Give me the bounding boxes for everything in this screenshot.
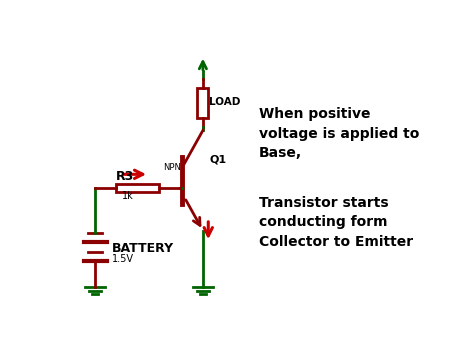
Text: BATTERY: BATTERY <box>112 242 174 255</box>
Text: Transistor starts
conducting form
Collector to Emitter: Transistor starts conducting form Collec… <box>259 196 413 249</box>
Text: NPN: NPN <box>163 163 181 172</box>
Text: Q1: Q1 <box>209 155 226 165</box>
Bar <box>116 184 159 192</box>
Bar <box>198 88 208 118</box>
Text: 1.5V: 1.5V <box>112 254 134 264</box>
Text: When positive
voltage is applied to
Base,: When positive voltage is applied to Base… <box>259 107 419 160</box>
Text: 1k: 1k <box>122 191 134 201</box>
Text: R3: R3 <box>116 170 134 183</box>
Text: LOAD: LOAD <box>209 97 240 107</box>
